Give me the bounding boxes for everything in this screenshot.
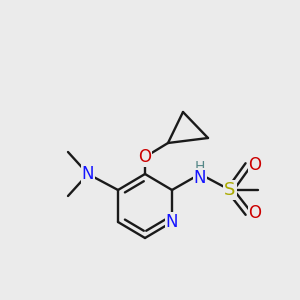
Text: N: N [194, 169, 206, 187]
Text: O: O [248, 156, 262, 174]
Text: O: O [248, 204, 262, 222]
Text: N: N [166, 213, 178, 231]
Text: O: O [139, 148, 152, 166]
Text: H: H [195, 160, 205, 174]
Text: N: N [82, 165, 94, 183]
Text: S: S [224, 181, 236, 199]
